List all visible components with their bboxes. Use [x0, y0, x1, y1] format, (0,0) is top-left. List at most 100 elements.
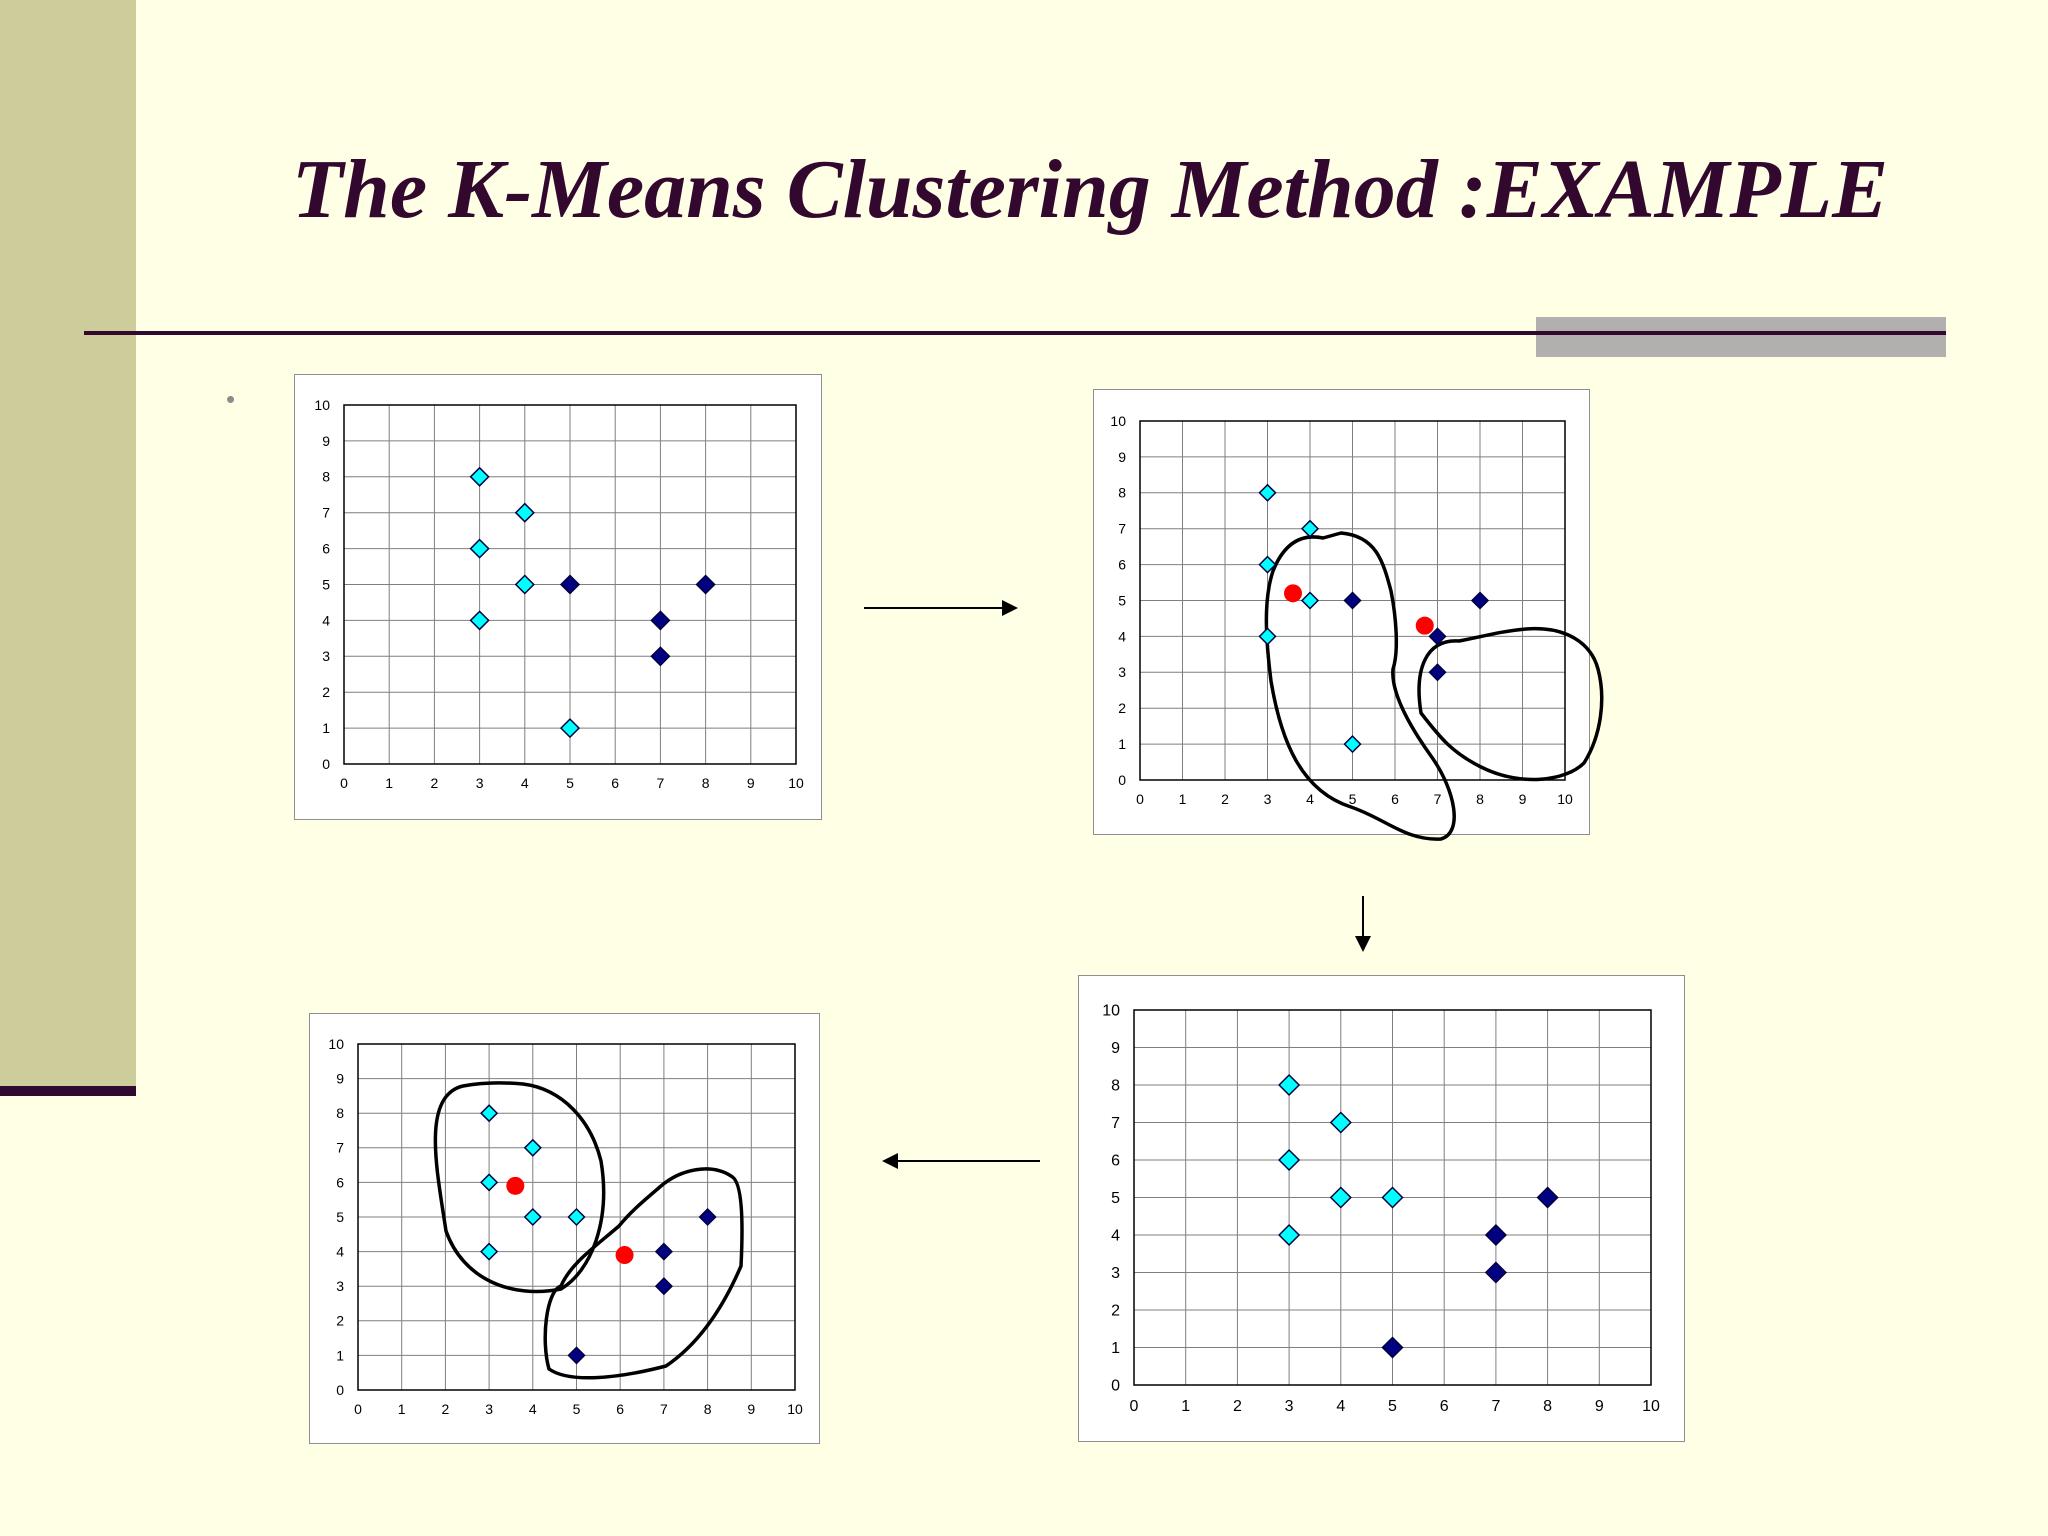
data-point-diamond: [480, 1173, 499, 1192]
x-tick-label: 9: [1595, 1398, 1604, 1415]
sidebar-band: [0, 0, 136, 1088]
y-tick-label: 2: [322, 684, 330, 700]
plot-area: [1139, 420, 1566, 781]
bullet-marker: •: [226, 384, 236, 414]
x-tick-label: 2: [431, 775, 439, 791]
data-point-diamond: [1381, 1186, 1404, 1209]
y-tick-label: 10: [1102, 1003, 1120, 1020]
y-tick-label: 4: [1118, 628, 1126, 644]
y-tick-label: 0: [322, 756, 330, 772]
data-point-diamond: [469, 610, 490, 631]
data-point-diamond: [514, 502, 535, 523]
y-tick-label: 8: [322, 469, 330, 485]
cluster-outline: [1417, 626, 1604, 782]
x-tick-label: 4: [529, 1401, 537, 1417]
y-tick-label: 3: [1111, 1265, 1120, 1282]
data-point-diamond: [559, 718, 581, 739]
y-tick-label: 8: [336, 1105, 344, 1121]
x-tick-label: 1: [1179, 791, 1187, 807]
data-point-diamond: [523, 1138, 542, 1157]
x-tick-label: 7: [1491, 1398, 1500, 1415]
x-tick-label: 5: [573, 1401, 581, 1417]
plot-area: [357, 1043, 796, 1391]
chart-first-assignment: 0 1 2 3 4 5 6 7 8 9 10 0 1 2 3 4 5 6 7 8 9 10: [1093, 389, 1604, 841]
x-tick-label: 0: [1136, 791, 1144, 807]
x-tick-label: 9: [747, 775, 755, 791]
cluster-outline: [1264, 531, 1456, 841]
data-point-diamond: [559, 574, 581, 595]
x-tick-label: 8: [1543, 1398, 1552, 1415]
y-tick-label: 4: [1111, 1228, 1120, 1245]
x-tick-label: 10: [1642, 1398, 1660, 1415]
y-tick-label: 3: [1118, 664, 1126, 680]
y-tick-label: 4: [322, 612, 330, 628]
series-cluster-a: [480, 1104, 586, 1261]
x-tick-label: 3: [476, 775, 484, 791]
series-cluster-b: [567, 1207, 717, 1365]
slide-title: The K-Means Clustering Method :EXAMPLE: [291, 143, 1889, 236]
y-tick-label: 8: [1111, 1078, 1120, 1095]
title-rule-accent: [1536, 317, 1946, 357]
x-tick-label: 10: [1557, 791, 1573, 807]
data-point-diamond: [1329, 1186, 1352, 1209]
chart-reassigned-points-svg: 0 1 2 3 4 5 6 7 8 9 10 0 1 2 3 4 5 6 7 8 9 10: [1102, 1003, 1660, 1415]
data-point-diamond: [1484, 1223, 1507, 1247]
y-tick-label: 1: [1111, 1340, 1120, 1357]
arrow-right-icon: [864, 600, 1018, 616]
y-tick-label: 5: [322, 576, 330, 592]
data-point-diamond: [469, 466, 490, 487]
y-tick-label: 2: [336, 1313, 344, 1329]
x-tick-label: 10: [787, 1401, 803, 1417]
y-tick-label: 9: [322, 433, 330, 449]
data-point-diamond: [480, 1242, 499, 1261]
y-tick-label: 5: [1111, 1190, 1120, 1207]
centroid-dot: [1284, 584, 1302, 603]
data-point-diamond: [1343, 735, 1362, 754]
data-point-diamond: [1329, 1111, 1352, 1134]
x-tick-label: 10: [788, 775, 804, 791]
y-tick-label: 0: [1111, 1378, 1120, 1395]
cluster-outline: [543, 1167, 744, 1380]
y-tick-label: 5: [336, 1209, 344, 1225]
y-tick-label: 9: [1111, 1040, 1120, 1057]
data-point-diamond: [1536, 1186, 1559, 1209]
data-point-diamond: [695, 574, 716, 595]
data-point-diamond: [1428, 627, 1447, 646]
data-point-diamond: [650, 646, 671, 667]
y-tick-label: 0: [336, 1382, 344, 1398]
series-cluster-b: [1343, 591, 1490, 682]
data-point-diamond: [567, 1207, 586, 1227]
chart-first-assignment-svg: 0 1 2 3 4 5 6 7 8 9 10 0 1 2 3 4 5 6 7 8 9 10: [1110, 413, 1604, 841]
centroid-dot: [615, 1246, 634, 1265]
y-tick-label: 1: [336, 1347, 344, 1363]
x-tick-label: 7: [660, 1401, 668, 1417]
arrow-left-icon: [882, 1153, 1040, 1169]
data-point-diamond: [523, 1207, 542, 1227]
series-cluster-b: [1381, 1186, 1559, 1359]
x-tick-label: 1: [1181, 1398, 1190, 1415]
y-tick-label: 10: [314, 397, 330, 413]
x-tick-label: 8: [1476, 791, 1484, 807]
y-tick-label: 2: [1111, 1303, 1120, 1320]
data-point-diamond: [1470, 591, 1490, 610]
title-rule-overlay: [1536, 331, 1946, 335]
chart-reassigned-points: 0 1 2 3 4 5 6 7 8 9 10 0 1 2 3 4 5 6 7 8 9 10: [1078, 975, 1685, 1442]
y-tick-label: 7: [1111, 1115, 1120, 1132]
x-tick-label: 1: [385, 775, 393, 791]
data-point-diamond: [1343, 591, 1362, 610]
data-point-diamond: [1258, 555, 1277, 574]
series-cluster-a: [1258, 483, 1362, 754]
series-cluster-a: [1278, 1073, 1404, 1247]
x-tick-label: 6: [1391, 791, 1399, 807]
x-tick-label: 5: [1349, 791, 1357, 807]
series-cluster-a: [469, 466, 581, 739]
x-tick-label: 6: [1440, 1398, 1449, 1415]
y-tick-label: 6: [1118, 557, 1126, 573]
data-point-diamond: [654, 1277, 673, 1296]
x-tick-label: 0: [1130, 1398, 1139, 1415]
x-tick-label: 4: [1336, 1398, 1345, 1415]
plot-area: [1133, 1009, 1652, 1386]
x-tick-label: 2: [442, 1401, 450, 1417]
y-tick-label: 10: [328, 1036, 344, 1052]
x-tick-label: 4: [521, 775, 529, 791]
